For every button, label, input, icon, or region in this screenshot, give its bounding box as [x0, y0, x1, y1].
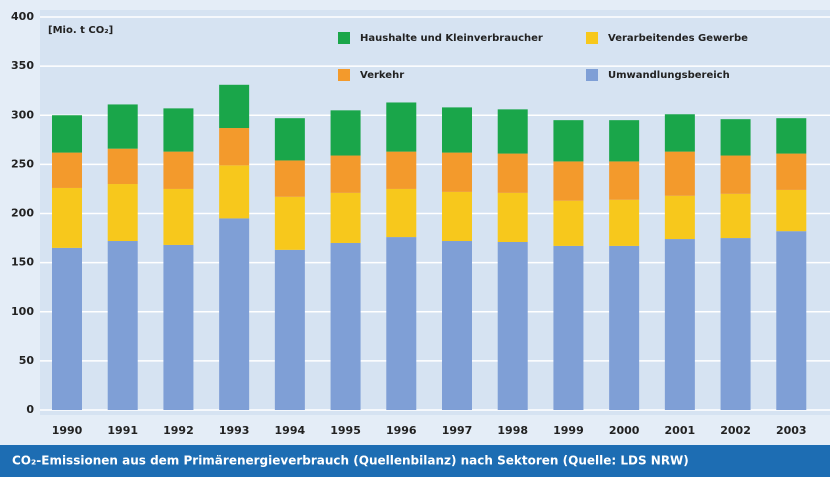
x-tick-label: 1999 [553, 424, 584, 437]
bar-segment [664, 195, 695, 240]
x-tick-label: 1991 [107, 424, 138, 437]
y-tick-label: 150 [11, 256, 34, 269]
bar-segment [720, 193, 751, 239]
x-tick-label: 1994 [275, 424, 306, 437]
unit-label: [Mio. t CO₂] [48, 25, 113, 36]
legend-swatch [338, 69, 350, 81]
bar-segment [720, 119, 751, 156]
bar-segment [720, 238, 751, 410]
bar-segment [330, 110, 361, 156]
bar-segment [386, 188, 417, 238]
bar-segment [163, 188, 194, 245]
bar-segment [609, 199, 640, 246]
bar-segment [219, 84, 250, 129]
x-tick-label: 1997 [442, 424, 473, 437]
bar-segment [553, 161, 584, 201]
x-tick-label: 1998 [497, 424, 528, 437]
bar-segment [553, 245, 584, 410]
bar-segment [330, 192, 361, 243]
legend-swatch [586, 32, 598, 44]
bar-segment [442, 241, 472, 410]
y-tick-label: 50 [19, 354, 35, 367]
bar-segment [219, 165, 250, 219]
x-tick-label: 1996 [386, 424, 417, 437]
bar-segment [609, 161, 640, 200]
bar-segment [497, 109, 528, 154]
bar-segment [442, 191, 472, 242]
caption: CO₂-Emissionen aus dem Primärenergieverb… [12, 454, 689, 468]
bar-segment [274, 118, 305, 161]
x-tick-label: 1990 [52, 424, 83, 437]
x-tick-label: 1992 [163, 424, 194, 437]
bar-segment [274, 249, 305, 410]
bar-segment [609, 245, 640, 410]
bar-segment [609, 120, 640, 162]
bar-segment [442, 107, 472, 153]
bar-segment [52, 187, 82, 248]
y-tick-label: 250 [11, 157, 34, 170]
bar-segment [386, 237, 417, 410]
legend-label: Verkehr [360, 70, 404, 81]
legend-label: Verarbeitendes Gewerbe [608, 33, 748, 44]
bar-segment [52, 152, 82, 188]
bar-segment [52, 247, 82, 410]
bar-segment [776, 231, 807, 410]
bar-segment [163, 244, 194, 410]
x-tick-label: 2003 [776, 424, 807, 437]
bar-segment [107, 184, 138, 242]
bar-segment [163, 151, 194, 189]
bar-segment [107, 148, 138, 185]
bar-segment [553, 120, 584, 162]
y-tick-label: 200 [11, 207, 34, 220]
y-tick-label: 350 [11, 59, 34, 72]
legend-swatch [338, 32, 350, 44]
x-tick-label: 2001 [665, 424, 696, 437]
bar-segment [664, 239, 695, 410]
bar-segment [107, 104, 138, 149]
bar-segment [219, 218, 250, 410]
bar-segment [553, 200, 584, 246]
y-tick-label: 300 [11, 108, 34, 121]
y-tick-label: 0 [26, 403, 34, 416]
bar-segment [776, 153, 807, 190]
x-tick-label: 2002 [720, 424, 751, 437]
x-tick-label: 2000 [609, 424, 640, 437]
bar-segment [776, 189, 807, 232]
legend-label: Haushalte und Kleinverbraucher [360, 33, 543, 44]
legend-swatch [586, 69, 598, 81]
bar-segment [52, 115, 82, 153]
bar-segment [664, 114, 695, 152]
x-tick-label: 1993 [219, 424, 250, 437]
y-tick-label: 100 [11, 305, 34, 318]
bar-segment [330, 155, 361, 193]
bar-segment [386, 151, 417, 189]
bar-segment [720, 155, 751, 194]
bar-segment [330, 242, 361, 410]
bar-segment [497, 241, 528, 410]
x-tick-label: 1995 [330, 424, 361, 437]
bar-segment [442, 152, 472, 192]
bar-segment [274, 196, 305, 250]
bar-segment [163, 108, 194, 152]
bar-segment [664, 151, 695, 196]
bar-segment [776, 118, 807, 154]
bar-segment [107, 241, 138, 410]
bar-segment [274, 160, 305, 197]
caption-bar [0, 445, 830, 477]
legend-label: Umwandlungsbereich [608, 70, 730, 81]
bar-segment [386, 102, 417, 152]
y-tick-label: 400 [11, 10, 34, 23]
bar-segment [497, 192, 528, 242]
bar-segment [219, 128, 250, 166]
bar-segment [497, 153, 528, 193]
